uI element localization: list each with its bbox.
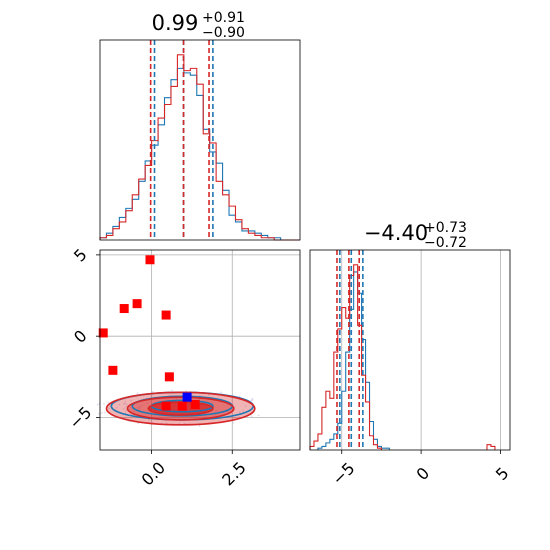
contour-panel-bottom-left: 0.0 2.5 −5 0 5 xyxy=(65,245,301,490)
histogram-panel-top-left: 0.99 +0.91 −0.90 xyxy=(99,10,301,241)
sample-point xyxy=(141,404,143,407)
axis-ticks: 0.0 2.5 −5 0 5 xyxy=(65,245,249,490)
sample-point xyxy=(136,392,139,394)
sample-point xyxy=(242,410,245,412)
histogram-panel-bottom-right: −5 0 5 −4.40 +0.73 −0.72 xyxy=(309,220,513,489)
sample-point xyxy=(198,425,201,427)
panel-title: −4.40 xyxy=(364,221,428,245)
panel-title: 0.99 xyxy=(152,11,199,35)
y-tick-label: 0 xyxy=(70,326,91,347)
sample-point xyxy=(198,394,201,397)
sample-point xyxy=(138,407,141,410)
sample-point xyxy=(116,406,118,409)
y-tick-label: −5 xyxy=(65,403,95,433)
histogram-series-red xyxy=(99,54,300,241)
sample-point xyxy=(251,397,254,400)
marker-red xyxy=(164,372,174,382)
sample-point xyxy=(104,411,106,414)
sample-point xyxy=(137,406,139,409)
sample-point xyxy=(215,409,218,412)
sample-point xyxy=(146,402,149,405)
sample-point xyxy=(250,399,253,402)
contour-lines xyxy=(105,391,256,426)
sample-point xyxy=(125,409,127,412)
sample-point xyxy=(124,400,127,403)
title-upper-error: +0.73 xyxy=(424,220,467,236)
histogram-steps xyxy=(99,54,300,241)
sample-point xyxy=(152,390,154,393)
x-tick-label: 0 xyxy=(413,463,434,484)
marker-red xyxy=(98,328,108,338)
sample-point xyxy=(98,412,100,415)
sample-point xyxy=(101,412,103,414)
y-tick-label: 5 xyxy=(70,245,91,266)
title-lower-error: −0.90 xyxy=(202,25,245,41)
sample-point xyxy=(148,418,150,421)
sample-point xyxy=(165,422,168,424)
title-lower-error: −0.72 xyxy=(424,235,467,251)
sample-point xyxy=(96,403,99,406)
sample-point xyxy=(122,403,125,405)
sample-point xyxy=(232,422,235,424)
marker-red xyxy=(145,255,155,265)
quantile-lines xyxy=(149,40,214,240)
sample-point xyxy=(158,416,161,419)
marker-red xyxy=(161,401,171,411)
sample-point xyxy=(132,410,135,413)
marker-red xyxy=(177,401,187,411)
marker-points xyxy=(98,255,200,411)
x-tick-label: −5 xyxy=(328,459,358,489)
sample-point xyxy=(238,395,241,398)
sample-point xyxy=(220,391,223,394)
sample-point xyxy=(211,401,213,404)
sample-point xyxy=(238,416,240,418)
sample-point xyxy=(250,415,253,418)
marker-red xyxy=(119,304,129,314)
sample-point xyxy=(178,422,181,425)
sample-point xyxy=(239,411,241,413)
marker-red xyxy=(161,310,171,320)
title-value: 0.99 xyxy=(152,11,199,35)
marker-red xyxy=(190,399,200,409)
x-tick-label: 2.5 xyxy=(218,458,249,489)
sample-point xyxy=(107,401,110,403)
histogram-steps xyxy=(309,264,496,450)
axis-ticks: −5 0 5 xyxy=(328,450,513,489)
sample-point xyxy=(185,390,188,392)
sample-point xyxy=(122,407,125,410)
sample-point xyxy=(130,400,132,402)
x-tick-label: 0.0 xyxy=(138,458,169,489)
sample-point xyxy=(118,403,121,406)
sample-point xyxy=(103,402,105,405)
x-tick-label: 5 xyxy=(492,463,513,484)
sample-point xyxy=(244,405,247,407)
sample-point xyxy=(139,406,141,408)
histogram-series-red xyxy=(309,264,382,450)
sample-point xyxy=(137,422,139,425)
sample-point xyxy=(171,389,173,392)
sample-point xyxy=(125,406,128,408)
axes-frame xyxy=(309,249,511,451)
sample-point xyxy=(125,403,128,406)
axes-frame xyxy=(99,39,301,241)
marker-red xyxy=(108,365,118,375)
quantile-lines xyxy=(336,250,364,450)
sample-point xyxy=(124,402,126,405)
histogram-series-red xyxy=(486,444,496,450)
histogram-series-blue xyxy=(317,271,390,450)
sample-point xyxy=(108,407,110,410)
marker-blue xyxy=(182,392,192,402)
marker-red xyxy=(132,299,142,309)
contour-line-red xyxy=(126,396,235,421)
sample-point xyxy=(257,414,260,417)
contour-line-red xyxy=(105,391,256,426)
axes-frame xyxy=(99,249,301,451)
sample-point xyxy=(207,393,210,396)
title-value: −4.40 xyxy=(364,221,428,245)
title-upper-error: +0.91 xyxy=(202,10,245,26)
histogram-series-blue xyxy=(99,67,300,241)
